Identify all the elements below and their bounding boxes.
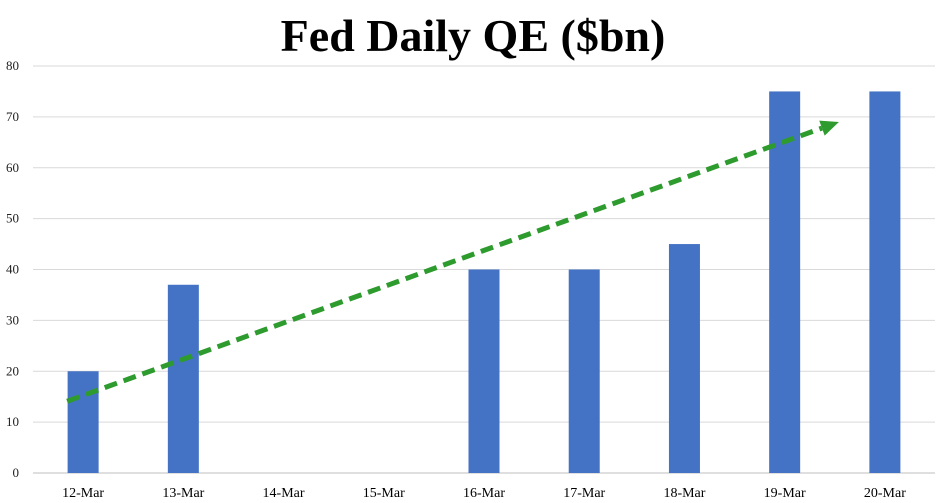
bar <box>668 244 700 473</box>
bar <box>167 284 199 473</box>
x-tick-label: 16-Mar <box>463 486 505 501</box>
x-tick-label: 12-Mar <box>62 486 104 501</box>
x-tick-label: 20-Mar <box>864 486 906 501</box>
y-tick-label: 30 <box>6 312 19 327</box>
x-tick-label: 15-Mar <box>363 486 405 501</box>
bar <box>769 91 801 473</box>
chart-title: Fed Daily QE ($bn) <box>280 10 666 61</box>
y-axis-ticks: 0 10 20 30 40 50 60 70 80 <box>6 58 19 480</box>
y-tick-label: 0 <box>13 465 20 480</box>
y-tick-label: 50 <box>6 211 19 226</box>
trend-arrow <box>66 120 839 404</box>
y-tick-label: 20 <box>6 363 19 378</box>
bars <box>67 91 901 473</box>
bar <box>67 371 99 473</box>
bar <box>869 91 901 473</box>
y-tick-label: 10 <box>6 414 19 429</box>
x-axis-labels: 12-Mar 13-Mar 14-Mar 15-Mar 16-Mar 17-Mar 18-M… <box>62 486 906 501</box>
bar <box>468 269 500 473</box>
bar <box>568 269 600 473</box>
trend-arrow-line <box>66 125 823 404</box>
y-tick-label: 60 <box>6 160 19 175</box>
x-tick-label: 18-Mar <box>663 486 705 501</box>
x-tick-label: 17-Mar <box>563 486 605 501</box>
x-tick-label: 13-Mar <box>162 486 204 501</box>
y-tick-label: 40 <box>6 262 19 277</box>
y-tick-label: 70 <box>6 109 19 124</box>
y-tick-label: 80 <box>6 58 19 73</box>
trend-arrow-head <box>819 120 839 136</box>
x-tick-label: 19-Mar <box>764 486 806 501</box>
x-tick-label: 14-Mar <box>263 486 305 501</box>
